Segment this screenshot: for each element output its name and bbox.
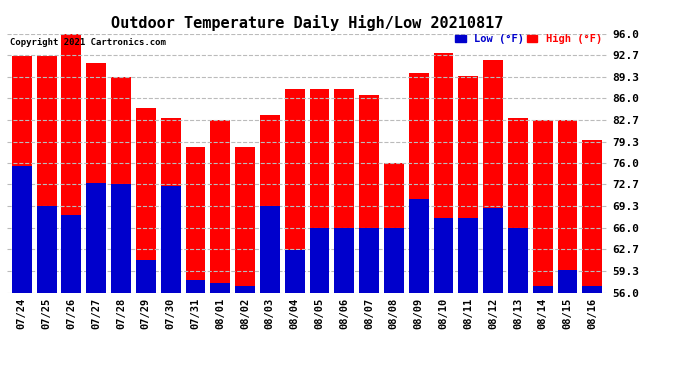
Bar (86, 183, 106, 292)
Bar (310, 228, 329, 292)
Bar (111, 184, 131, 292)
Bar (408, 73, 428, 292)
Title: Outdoor Temperature Daily High/Low 20210817: Outdoor Temperature Daily High/Low 20210… (111, 15, 503, 31)
Bar (61, 34, 81, 292)
Bar (408, 199, 428, 292)
Bar (458, 76, 478, 292)
Bar (582, 141, 602, 292)
Bar (12, 56, 32, 292)
Bar (260, 207, 279, 292)
Bar (186, 147, 206, 292)
Bar (533, 120, 553, 292)
Bar (12, 166, 32, 292)
Bar (161, 118, 181, 292)
Bar (61, 215, 81, 292)
Bar (136, 260, 156, 292)
Bar (433, 218, 453, 292)
Bar (533, 286, 553, 292)
Bar (285, 251, 304, 292)
Legend: Low (°F), High (°F): Low (°F), High (°F) (455, 34, 602, 44)
Bar (458, 218, 478, 292)
Bar (136, 108, 156, 292)
Bar (508, 228, 528, 292)
Bar (161, 186, 181, 292)
Bar (335, 89, 354, 292)
Bar (558, 270, 578, 292)
Bar (210, 283, 230, 292)
Bar (111, 77, 131, 292)
Bar (235, 286, 255, 292)
Bar (37, 56, 57, 292)
Text: Copyright 2021 Cartronics.com: Copyright 2021 Cartronics.com (10, 38, 166, 46)
Bar (483, 60, 503, 292)
Bar (359, 95, 379, 292)
Bar (285, 89, 304, 292)
Bar (359, 228, 379, 292)
Bar (335, 228, 354, 292)
Bar (508, 118, 528, 292)
Bar (37, 207, 57, 292)
Bar (558, 120, 578, 292)
Bar (186, 280, 206, 292)
Bar (86, 63, 106, 292)
Bar (310, 89, 329, 292)
Bar (433, 53, 453, 292)
Bar (260, 115, 279, 292)
Bar (210, 120, 230, 292)
Bar (384, 163, 404, 292)
Bar (582, 286, 602, 292)
Bar (384, 228, 404, 292)
Bar (483, 209, 503, 292)
Bar (235, 147, 255, 292)
